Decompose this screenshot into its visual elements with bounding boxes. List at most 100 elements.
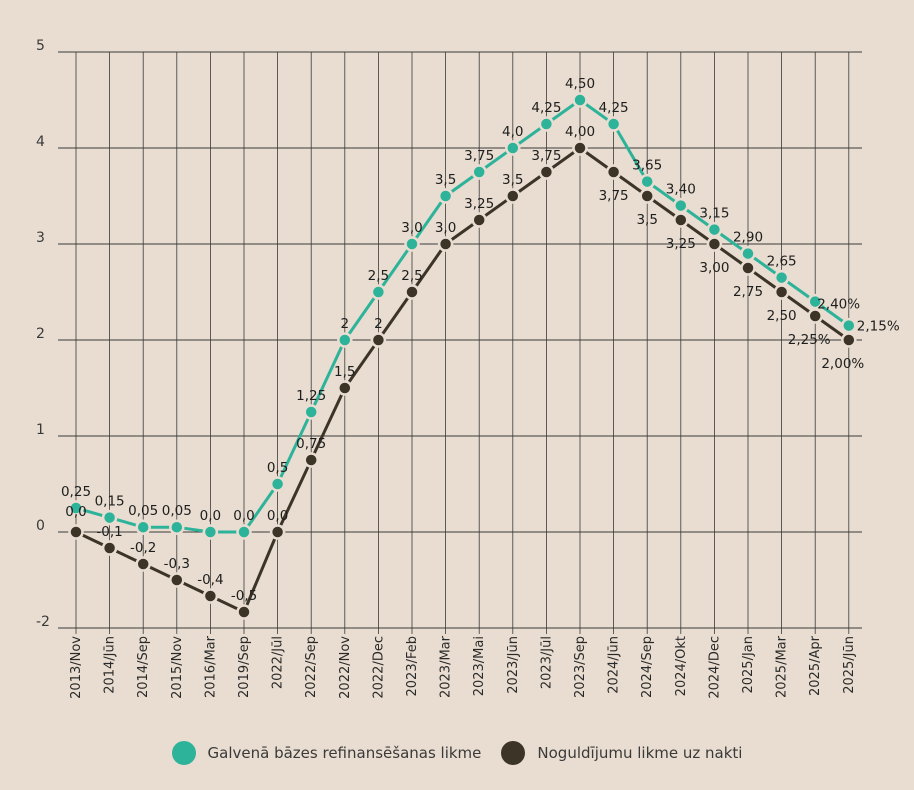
grid <box>58 51 862 634</box>
refinancing-point[interactable] <box>673 197 689 214</box>
refinancing-point[interactable] <box>68 500 84 516</box>
deposit-point[interactable] <box>505 188 521 204</box>
x-tick-label: 2022/Dec <box>371 636 386 699</box>
x-tick-label: 2014/Sep <box>136 636 151 698</box>
refinancing-data-label: 4,25 <box>531 100 561 116</box>
refinancing-data-label: 4,25 <box>599 100 629 116</box>
legend-item-refinancing[interactable]: Galvenā bāzes refinansēšanas likme <box>171 741 482 765</box>
refinancing-data-label: 2,40% <box>817 297 860 313</box>
refinancing-data-label: 1,25 <box>296 388 326 404</box>
deposit-point[interactable] <box>135 556 151 572</box>
deposit-point[interactable] <box>169 572 185 588</box>
refinancing-data-label: 4,0 <box>502 124 523 140</box>
x-tick-label: 2024/Okt <box>674 636 689 696</box>
legend-label-deposit: Noguldījumu likme uz nakti <box>537 744 743 762</box>
refinancing-point[interactable] <box>437 188 454 204</box>
refinancing-point[interactable] <box>269 476 286 492</box>
deposit-point[interactable] <box>841 332 857 348</box>
deposit-data-label: 1,5 <box>334 364 355 380</box>
refinancing-data-label: 2,65 <box>767 254 797 270</box>
refinancing-point[interactable] <box>135 519 151 535</box>
rates-line-chart: 5 4 3 2 1 0 -2 2013/Nov 2014/Jūn 2014/Sep 2015/No… <box>36 38 900 699</box>
legend-label-refinancing: Galvenā bāzes refinansēšanas likme <box>207 744 482 762</box>
deposit-point[interactable] <box>236 604 252 620</box>
deposit-data-label: 3,00 <box>699 260 729 276</box>
refinancing-point[interactable] <box>303 404 319 420</box>
refinancing-point[interactable] <box>538 116 555 132</box>
deposit-data-label: 0,0 <box>267 508 288 524</box>
x-tick-label: 2014/Jūn <box>103 636 118 694</box>
refinancing-point[interactable] <box>370 284 387 300</box>
deposit-data-label: 2,5 <box>401 268 422 284</box>
deposit-data-label: -0,3 <box>164 556 190 572</box>
refinancing-point[interactable] <box>471 164 487 180</box>
x-tick-label: 2023/Jūn <box>506 636 521 694</box>
deposit-point[interactable] <box>337 380 353 396</box>
deposit-point[interactable] <box>471 212 487 228</box>
deposit-point[interactable] <box>773 284 790 300</box>
deposit-data-label: -0,1 <box>96 524 122 540</box>
deposit-point[interactable] <box>605 164 622 180</box>
series-lines <box>68 92 857 620</box>
deposit-point[interactable] <box>538 164 555 180</box>
deposit-point[interactable] <box>673 212 689 228</box>
x-tick-label: 2019/Sep <box>237 636 252 698</box>
deposit-point[interactable] <box>437 236 454 252</box>
y-tick-label: 3 <box>36 230 45 246</box>
refinancing-data-label: 3,15 <box>699 206 729 222</box>
x-tick-label: 2023/Mai <box>472 636 487 696</box>
refinancing-point[interactable] <box>337 332 353 348</box>
refinancing-point[interactable] <box>572 92 588 108</box>
refinancing-data-label: 0,15 <box>95 494 125 510</box>
deposit-point[interactable] <box>370 332 387 348</box>
x-tick-label: 2022/Sep <box>304 636 319 698</box>
deposit-point[interactable] <box>639 188 655 204</box>
refinancing-point[interactable] <box>202 524 219 540</box>
deposit-data-label: -0,2 <box>130 540 156 556</box>
x-tick-label: 2023/Feb <box>405 636 420 696</box>
refinancing-point[interactable] <box>841 317 857 334</box>
deposit-data-label: 3,5 <box>502 172 523 188</box>
refinancing-point[interactable] <box>773 269 790 286</box>
refinancing-data-label: 0,05 <box>128 503 158 519</box>
legend-item-deposit[interactable]: Noguldījumu likme uz nakti <box>501 741 742 765</box>
deposit-data-label: 3,75 <box>599 188 629 204</box>
refinancing-point[interactable] <box>101 509 118 526</box>
deposit-point[interactable] <box>303 452 319 468</box>
refinancing-point[interactable] <box>404 236 420 252</box>
deposit-point[interactable] <box>404 284 420 300</box>
refinancing-point[interactable] <box>605 116 622 132</box>
refinancing-data-label: 2,90 <box>733 230 763 246</box>
x-axis-ticks: 2013/Nov 2014/Jūn 2014/Sep 2015/Nov 2016/Mar… <box>69 635 857 698</box>
deposit-point[interactable] <box>807 308 823 324</box>
deposit-data-label: 2,50 <box>767 308 797 324</box>
refinancing-data-label: 3,0 <box>401 220 422 236</box>
deposit-point[interactable] <box>572 140 588 156</box>
refinancing-point[interactable] <box>740 245 756 262</box>
y-tick-label: -2 <box>36 614 50 630</box>
deposit-data-label: 3,0 <box>435 220 456 236</box>
refinancing-point[interactable] <box>706 221 723 238</box>
deposit-point[interactable] <box>101 540 118 556</box>
refinancing-data-label: 3,5 <box>435 172 456 188</box>
refinancing-point[interactable] <box>169 519 185 535</box>
deposit-data-label: -0,5 <box>231 588 257 604</box>
y-axis-ticks: 5 4 3 2 1 0 -2 <box>36 38 50 630</box>
deposit-point[interactable] <box>706 236 723 252</box>
legend: Galvenā bāzes refinansēšanas likme Nogul… <box>0 738 914 768</box>
refinancing-data-label: 2,5 <box>368 268 389 284</box>
refinancing-point[interactable] <box>236 524 252 540</box>
x-tick-label: 2023/Mar <box>439 635 454 698</box>
refinancing-data-label: 0,05 <box>162 503 192 519</box>
refinancing-point[interactable] <box>505 140 521 156</box>
deposit-point[interactable] <box>68 524 84 540</box>
refinancing-data-label: 3,65 <box>632 158 662 174</box>
deposit-point[interactable] <box>202 588 219 604</box>
x-tick-label: 2025/Jan <box>741 636 756 694</box>
data-labels: 0,250,150,05 0,05 0,0 0,00,51,2522,53,03,53… <box>61 76 900 604</box>
deposit-point[interactable] <box>269 524 286 540</box>
refinancing-point[interactable] <box>807 293 823 310</box>
deposit-point[interactable] <box>740 260 756 276</box>
y-tick-label: 0 <box>36 518 45 534</box>
refinancing-point[interactable] <box>639 173 655 190</box>
